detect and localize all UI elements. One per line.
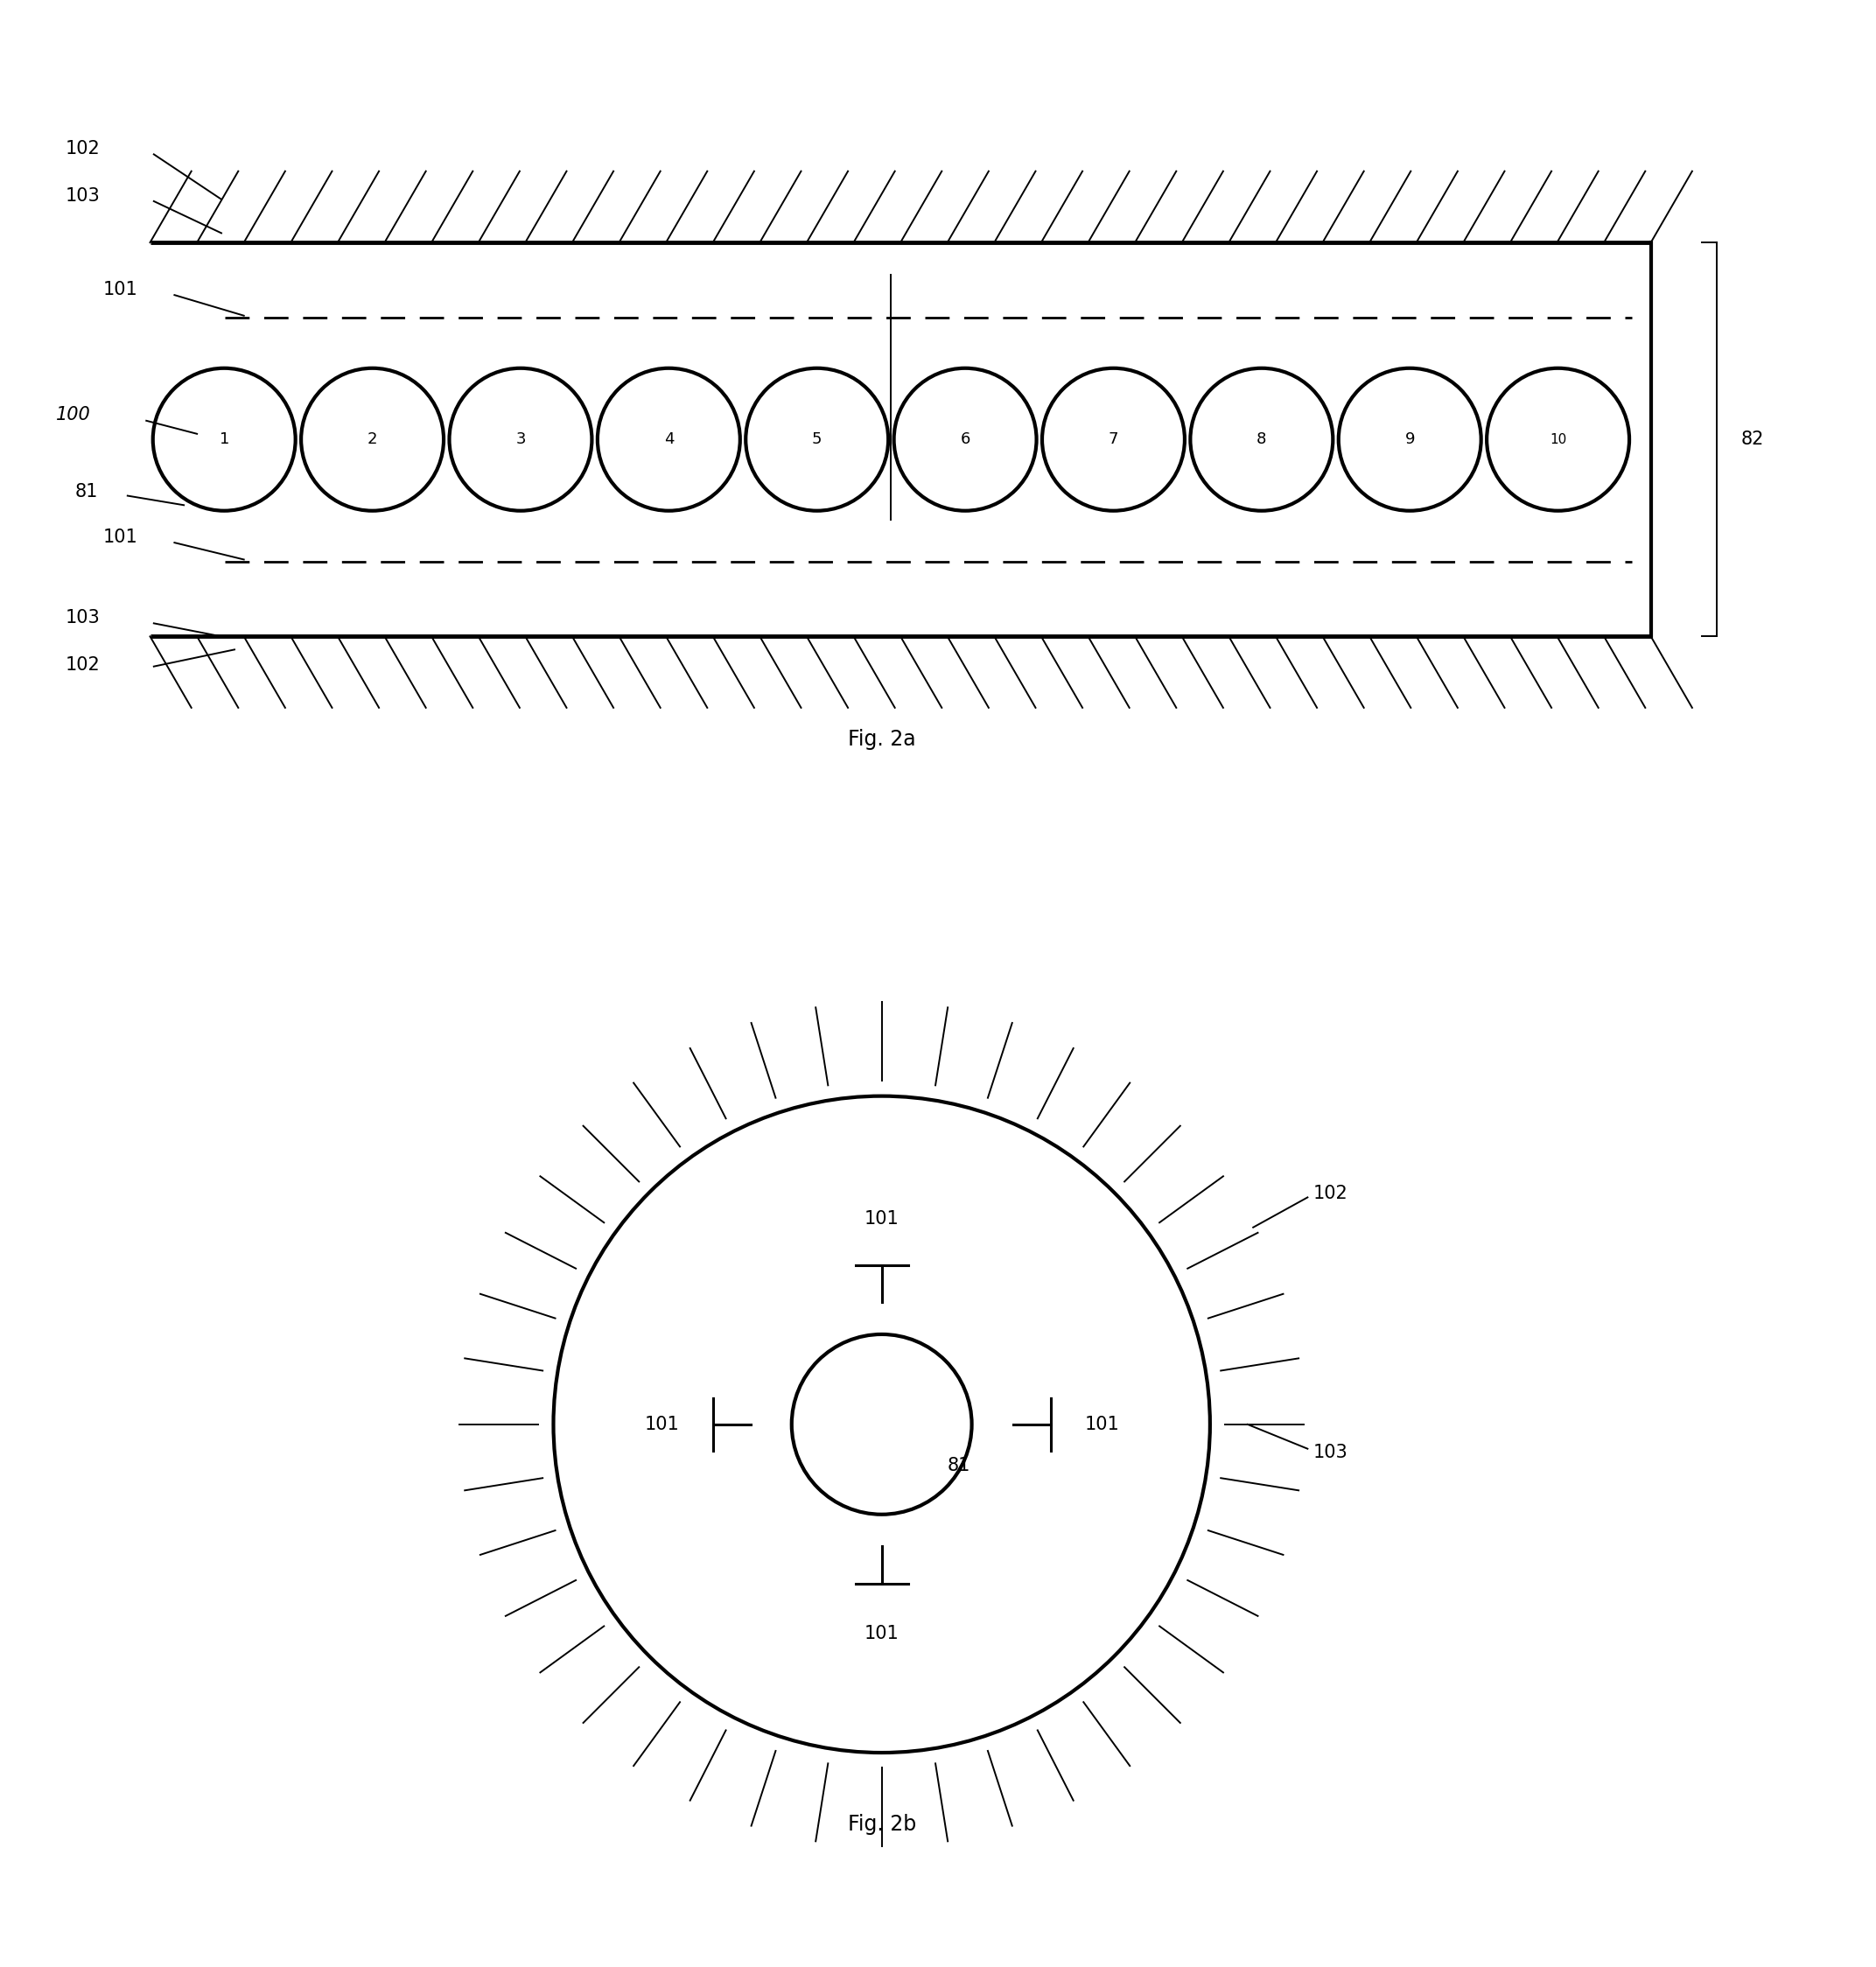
Text: 1: 1 xyxy=(219,431,229,447)
Text: 101: 101 xyxy=(865,1210,899,1227)
Text: 102: 102 xyxy=(1313,1184,1349,1202)
Text: 9: 9 xyxy=(1405,431,1415,447)
Text: 101: 101 xyxy=(103,281,139,299)
Text: 82: 82 xyxy=(1741,431,1763,448)
Text: 101: 101 xyxy=(103,529,139,545)
Text: 3: 3 xyxy=(516,431,525,447)
Text: 102: 102 xyxy=(66,140,101,157)
Text: 7: 7 xyxy=(1109,431,1118,447)
Text: Fig. 2b: Fig. 2b xyxy=(848,1814,915,1835)
Text: 5: 5 xyxy=(812,431,822,447)
Text: 103: 103 xyxy=(66,610,101,626)
Text: 100: 100 xyxy=(56,407,92,423)
Text: 103: 103 xyxy=(66,187,101,205)
Text: 102: 102 xyxy=(66,655,101,673)
Text: 4: 4 xyxy=(664,431,673,447)
Text: 103: 103 xyxy=(1313,1444,1349,1461)
Text: 2: 2 xyxy=(368,431,377,447)
Text: 8: 8 xyxy=(1257,431,1266,447)
Text: 81: 81 xyxy=(947,1458,970,1475)
Text: 10: 10 xyxy=(1550,433,1566,447)
Text: 6: 6 xyxy=(961,431,970,447)
Text: 81: 81 xyxy=(75,484,98,502)
Text: Fig. 2a: Fig. 2a xyxy=(848,730,915,749)
Text: 101: 101 xyxy=(865,1625,899,1642)
Text: 101: 101 xyxy=(643,1416,679,1434)
Text: 101: 101 xyxy=(1084,1416,1120,1434)
